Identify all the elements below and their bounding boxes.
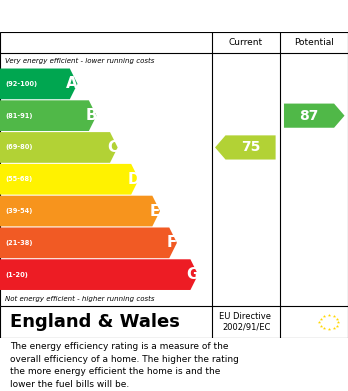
- Text: (81-91): (81-91): [5, 113, 33, 118]
- Polygon shape: [0, 100, 96, 131]
- Text: (39-54): (39-54): [5, 208, 33, 214]
- Polygon shape: [0, 259, 198, 290]
- Polygon shape: [0, 228, 177, 258]
- Polygon shape: [0, 164, 139, 195]
- Polygon shape: [215, 135, 276, 160]
- Text: (69-80): (69-80): [5, 144, 33, 151]
- Text: B: B: [85, 108, 97, 123]
- Polygon shape: [0, 196, 160, 226]
- Polygon shape: [0, 132, 118, 163]
- Text: England & Wales: England & Wales: [10, 313, 180, 331]
- Text: D: D: [127, 172, 140, 187]
- Text: (21-38): (21-38): [5, 240, 33, 246]
- Text: A: A: [66, 76, 78, 91]
- Text: F: F: [166, 235, 177, 250]
- Text: 75: 75: [241, 140, 260, 154]
- Text: 87: 87: [299, 109, 319, 123]
- Text: The energy efficiency rating is a measure of the
overall efficiency of a home. T: The energy efficiency rating is a measur…: [10, 343, 239, 389]
- Text: E: E: [149, 204, 160, 219]
- Text: EU Directive
2002/91/EC: EU Directive 2002/91/EC: [219, 312, 270, 332]
- Text: (1-20): (1-20): [5, 272, 28, 278]
- Text: G: G: [187, 267, 199, 282]
- Text: (92-100): (92-100): [5, 81, 37, 87]
- Text: Energy Efficiency Rating: Energy Efficiency Rating: [10, 9, 232, 23]
- Text: Very energy efficient - lower running costs: Very energy efficient - lower running co…: [5, 57, 155, 64]
- Text: Not energy efficient - higher running costs: Not energy efficient - higher running co…: [5, 296, 155, 302]
- Text: Current: Current: [229, 38, 263, 47]
- Text: Potential: Potential: [294, 38, 334, 47]
- Polygon shape: [284, 104, 345, 128]
- Polygon shape: [0, 68, 78, 99]
- Text: C: C: [107, 140, 118, 155]
- Text: (55-68): (55-68): [5, 176, 32, 182]
